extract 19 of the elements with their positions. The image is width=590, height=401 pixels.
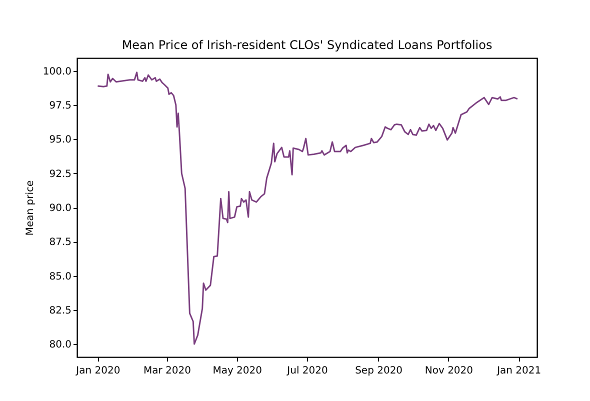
x-tick-label: Nov 2020 [424, 366, 474, 376]
y-tick-label: 87.5 [49, 237, 72, 248]
line-series [96, 72, 518, 345]
y-tick-label: 90.0 [49, 203, 72, 214]
chart-title: Mean Price of Irish-resident CLOs' Syndicated Loans Portfolios [122, 38, 492, 52]
y-tick-label: 85.0 [49, 271, 72, 282]
y-tick-label: 82.5 [49, 305, 72, 316]
x-tick-label: Mar 2020 [143, 366, 191, 376]
x-tick-label: Jan 2020 [75, 366, 120, 376]
y-tick-label: 97.5 [49, 100, 72, 112]
x-tick-label: Jan 2021 [496, 366, 542, 376]
x-tick-label: May 2020 [212, 366, 262, 376]
y-tick-label: 80.0 [49, 340, 72, 351]
y-axis-title: Mean price [24, 180, 36, 236]
y-tick-label: 100.0 [42, 66, 72, 78]
x-tick-label: Jul 2020 [286, 366, 328, 376]
x-tick-label: Sep 2020 [355, 366, 403, 376]
y-tick-label: 95.0 [49, 134, 72, 146]
y-tick-label: 92.5 [49, 168, 72, 180]
